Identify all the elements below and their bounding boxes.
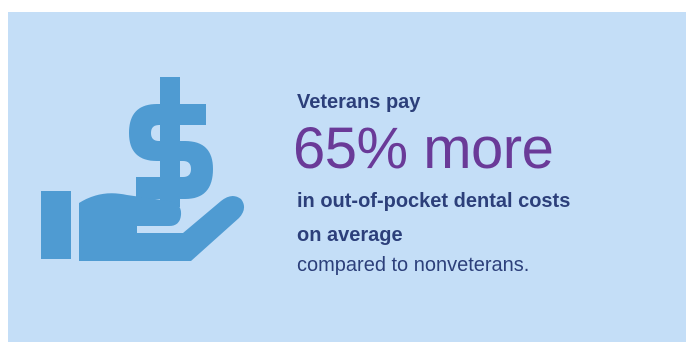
highlight-text: 65% more bbox=[293, 116, 554, 181]
stat-text: Veterans pay 65% more in out-of-pocket d… bbox=[293, 90, 677, 278]
bold-line-1: in out-of-pocket dental costs bbox=[297, 190, 571, 212]
hand-holding-dollar-icon bbox=[41, 77, 245, 261]
bold-line-2: on average bbox=[297, 224, 403, 246]
stat-card: Veterans pay 65% more in out-of-pocket d… bbox=[8, 12, 686, 342]
comparison-text: compared to nonveterans. bbox=[297, 254, 530, 276]
lead-text: Veterans pay bbox=[297, 91, 421, 113]
